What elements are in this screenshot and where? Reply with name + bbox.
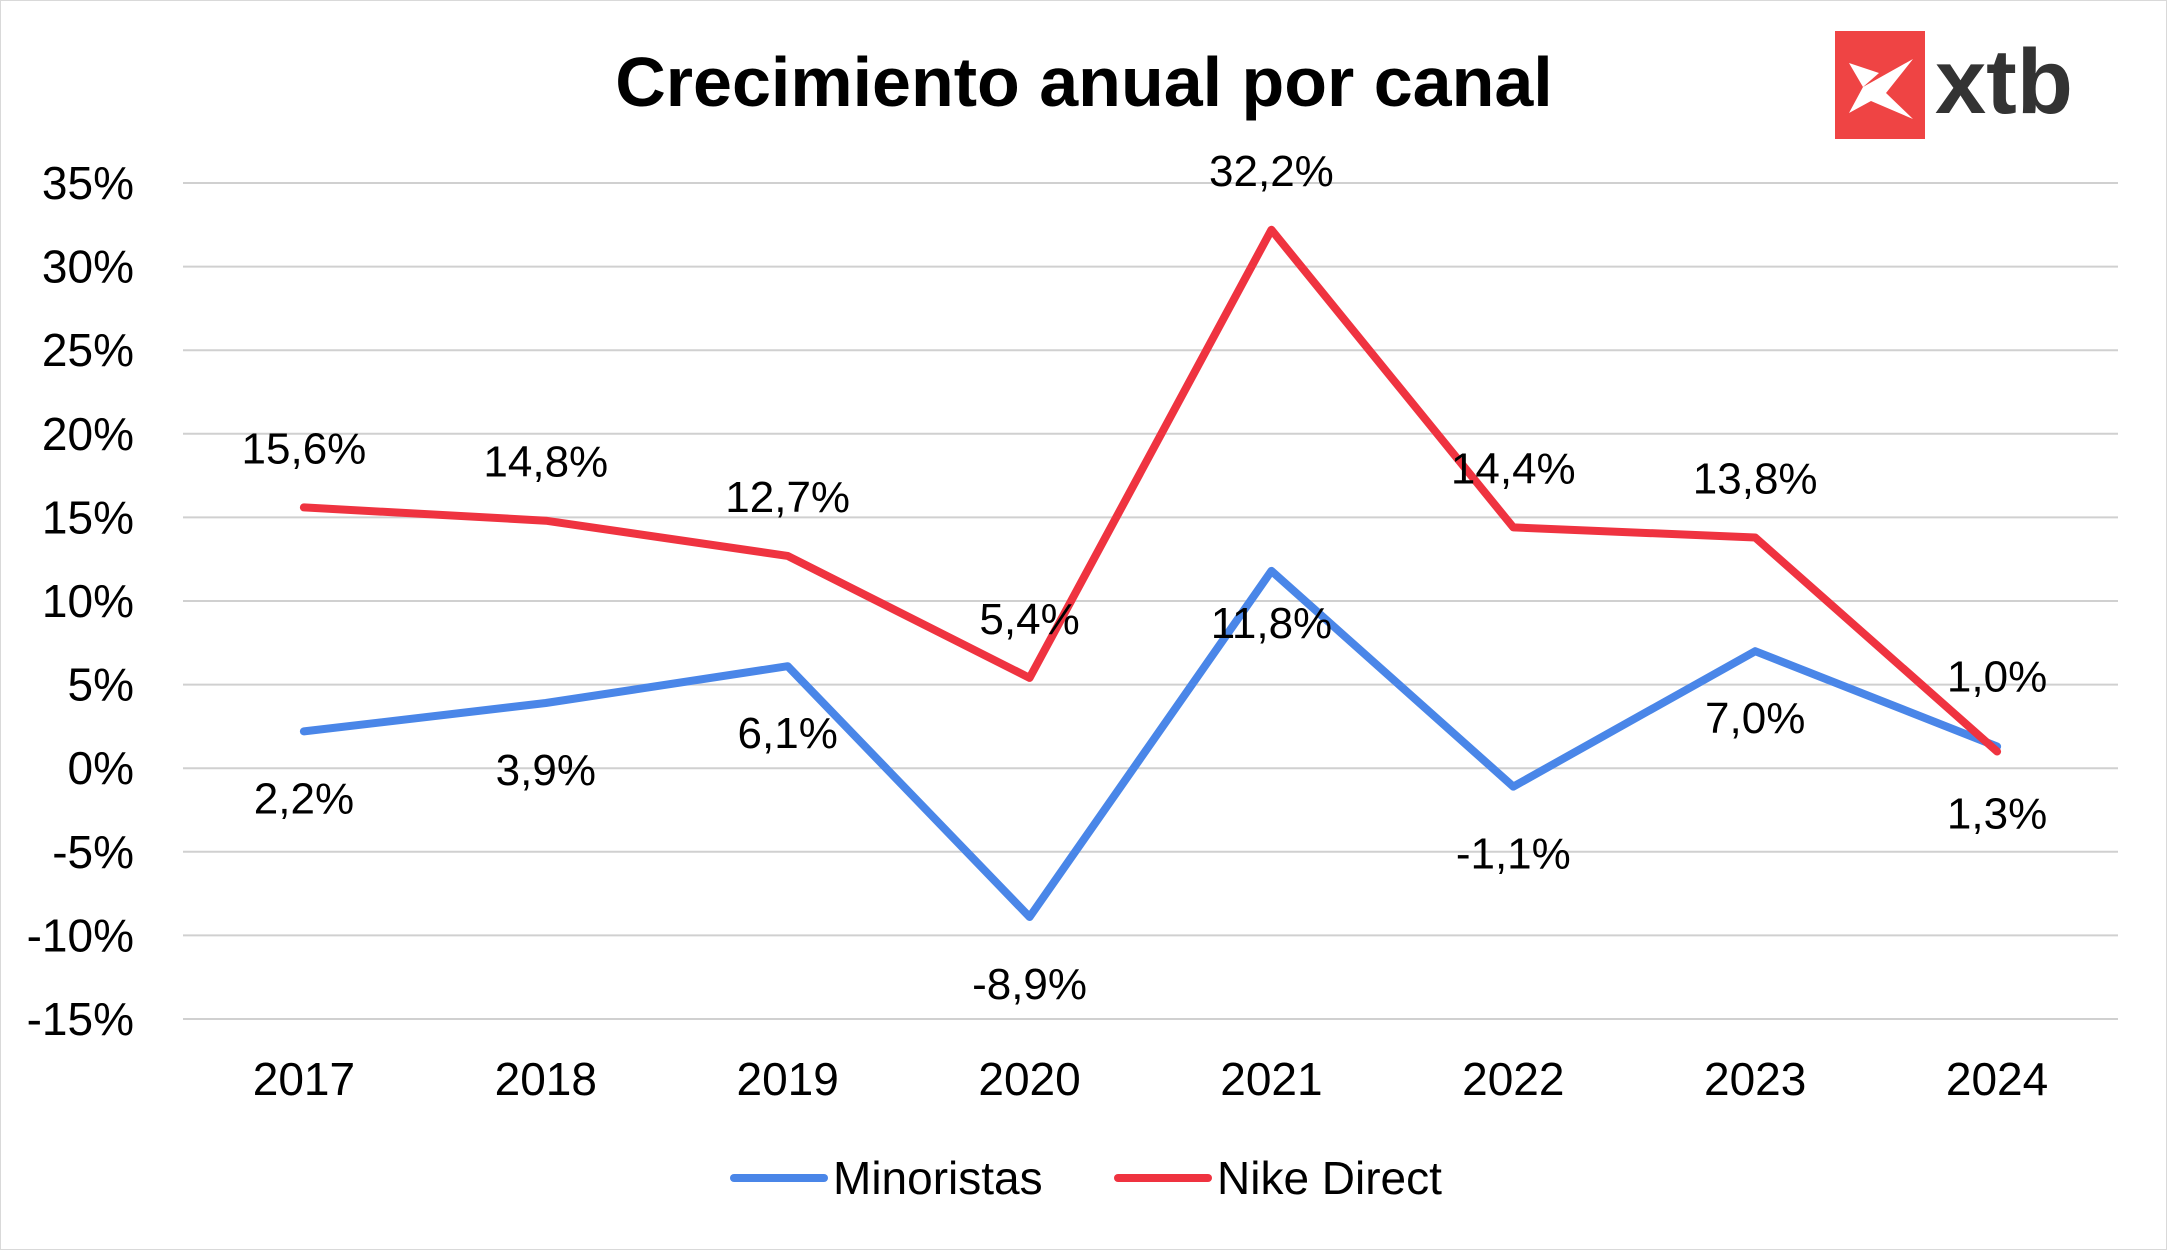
legend-label: Minoristas (833, 1152, 1043, 1204)
data-label: 11,8% (1211, 599, 1333, 648)
xtb-x-icon (1849, 59, 1913, 119)
data-label: 2,2% (254, 774, 354, 823)
data-label: -1,1% (1456, 830, 1571, 879)
y-tick-label: 10% (42, 575, 134, 627)
x-tick-label: 2021 (1220, 1053, 1322, 1105)
xtb-logo: xtb (1835, 31, 2073, 139)
y-tick-label: 15% (42, 491, 134, 543)
y-tick-label: 25% (42, 324, 134, 376)
data-label: 14,8% (483, 438, 608, 487)
series-line-minoristas (299, 566, 2002, 921)
series-lines (299, 225, 2002, 921)
legend-label: Nike Direct (1217, 1152, 1442, 1204)
x-tick-label: 2018 (495, 1053, 597, 1105)
legend: Minoristas Nike Direct (730, 1152, 1442, 1204)
data-label: 5,4% (979, 595, 1079, 644)
data-label: 14,4% (1451, 444, 1576, 493)
y-tick-label: 30% (42, 241, 134, 293)
data-labels: 2,2% 3,9% 6,1% -8,9% 11,8% -1,1% 7,0% 1,3% 15,6%… (242, 147, 2048, 1009)
data-label: 12,7% (725, 473, 850, 522)
x-tick-label: 2017 (253, 1053, 355, 1105)
x-axis-ticks: 2017 2018 2019 2020 2021 2022 2023 2024 (253, 1053, 2048, 1105)
y-tick-label: 5% (68, 659, 134, 711)
grid-lines (183, 182, 2118, 1020)
y-tick-label: -5% (52, 826, 134, 878)
x-tick-label: 2020 (978, 1053, 1080, 1105)
y-tick-label: 0% (68, 742, 134, 794)
data-label: 1,3% (1947, 789, 2047, 838)
x-tick-label: 2022 (1462, 1053, 1564, 1105)
x-tick-label: 2024 (1946, 1053, 2048, 1105)
series-line-nike-direct (299, 225, 2002, 756)
chart-title: Crecimiento anual por canal (615, 43, 1552, 121)
data-label: 6,1% (738, 709, 838, 758)
xtb-logo-text: xtb (1935, 31, 2073, 133)
y-tick-label: 20% (42, 408, 134, 460)
y-axis-ticks: 35% 30% 25% 20% 15% 10% 5% 0% -5% -10% -15% (27, 157, 134, 1045)
x-tick-label: 2023 (1704, 1053, 1806, 1105)
y-tick-label: -15% (27, 993, 134, 1045)
data-label: 1,0% (1947, 652, 2047, 701)
y-tick-label: -10% (27, 909, 134, 961)
x-tick-label: 2019 (737, 1053, 839, 1105)
data-label: 7,0% (1705, 694, 1805, 743)
data-label: 32,2% (1209, 147, 1334, 196)
data-label: 3,9% (496, 746, 596, 795)
data-label: 13,8% (1693, 454, 1818, 503)
y-tick-label: 35% (42, 157, 134, 209)
data-label: -8,9% (972, 960, 1087, 1009)
data-label: 15,6% (242, 424, 367, 473)
